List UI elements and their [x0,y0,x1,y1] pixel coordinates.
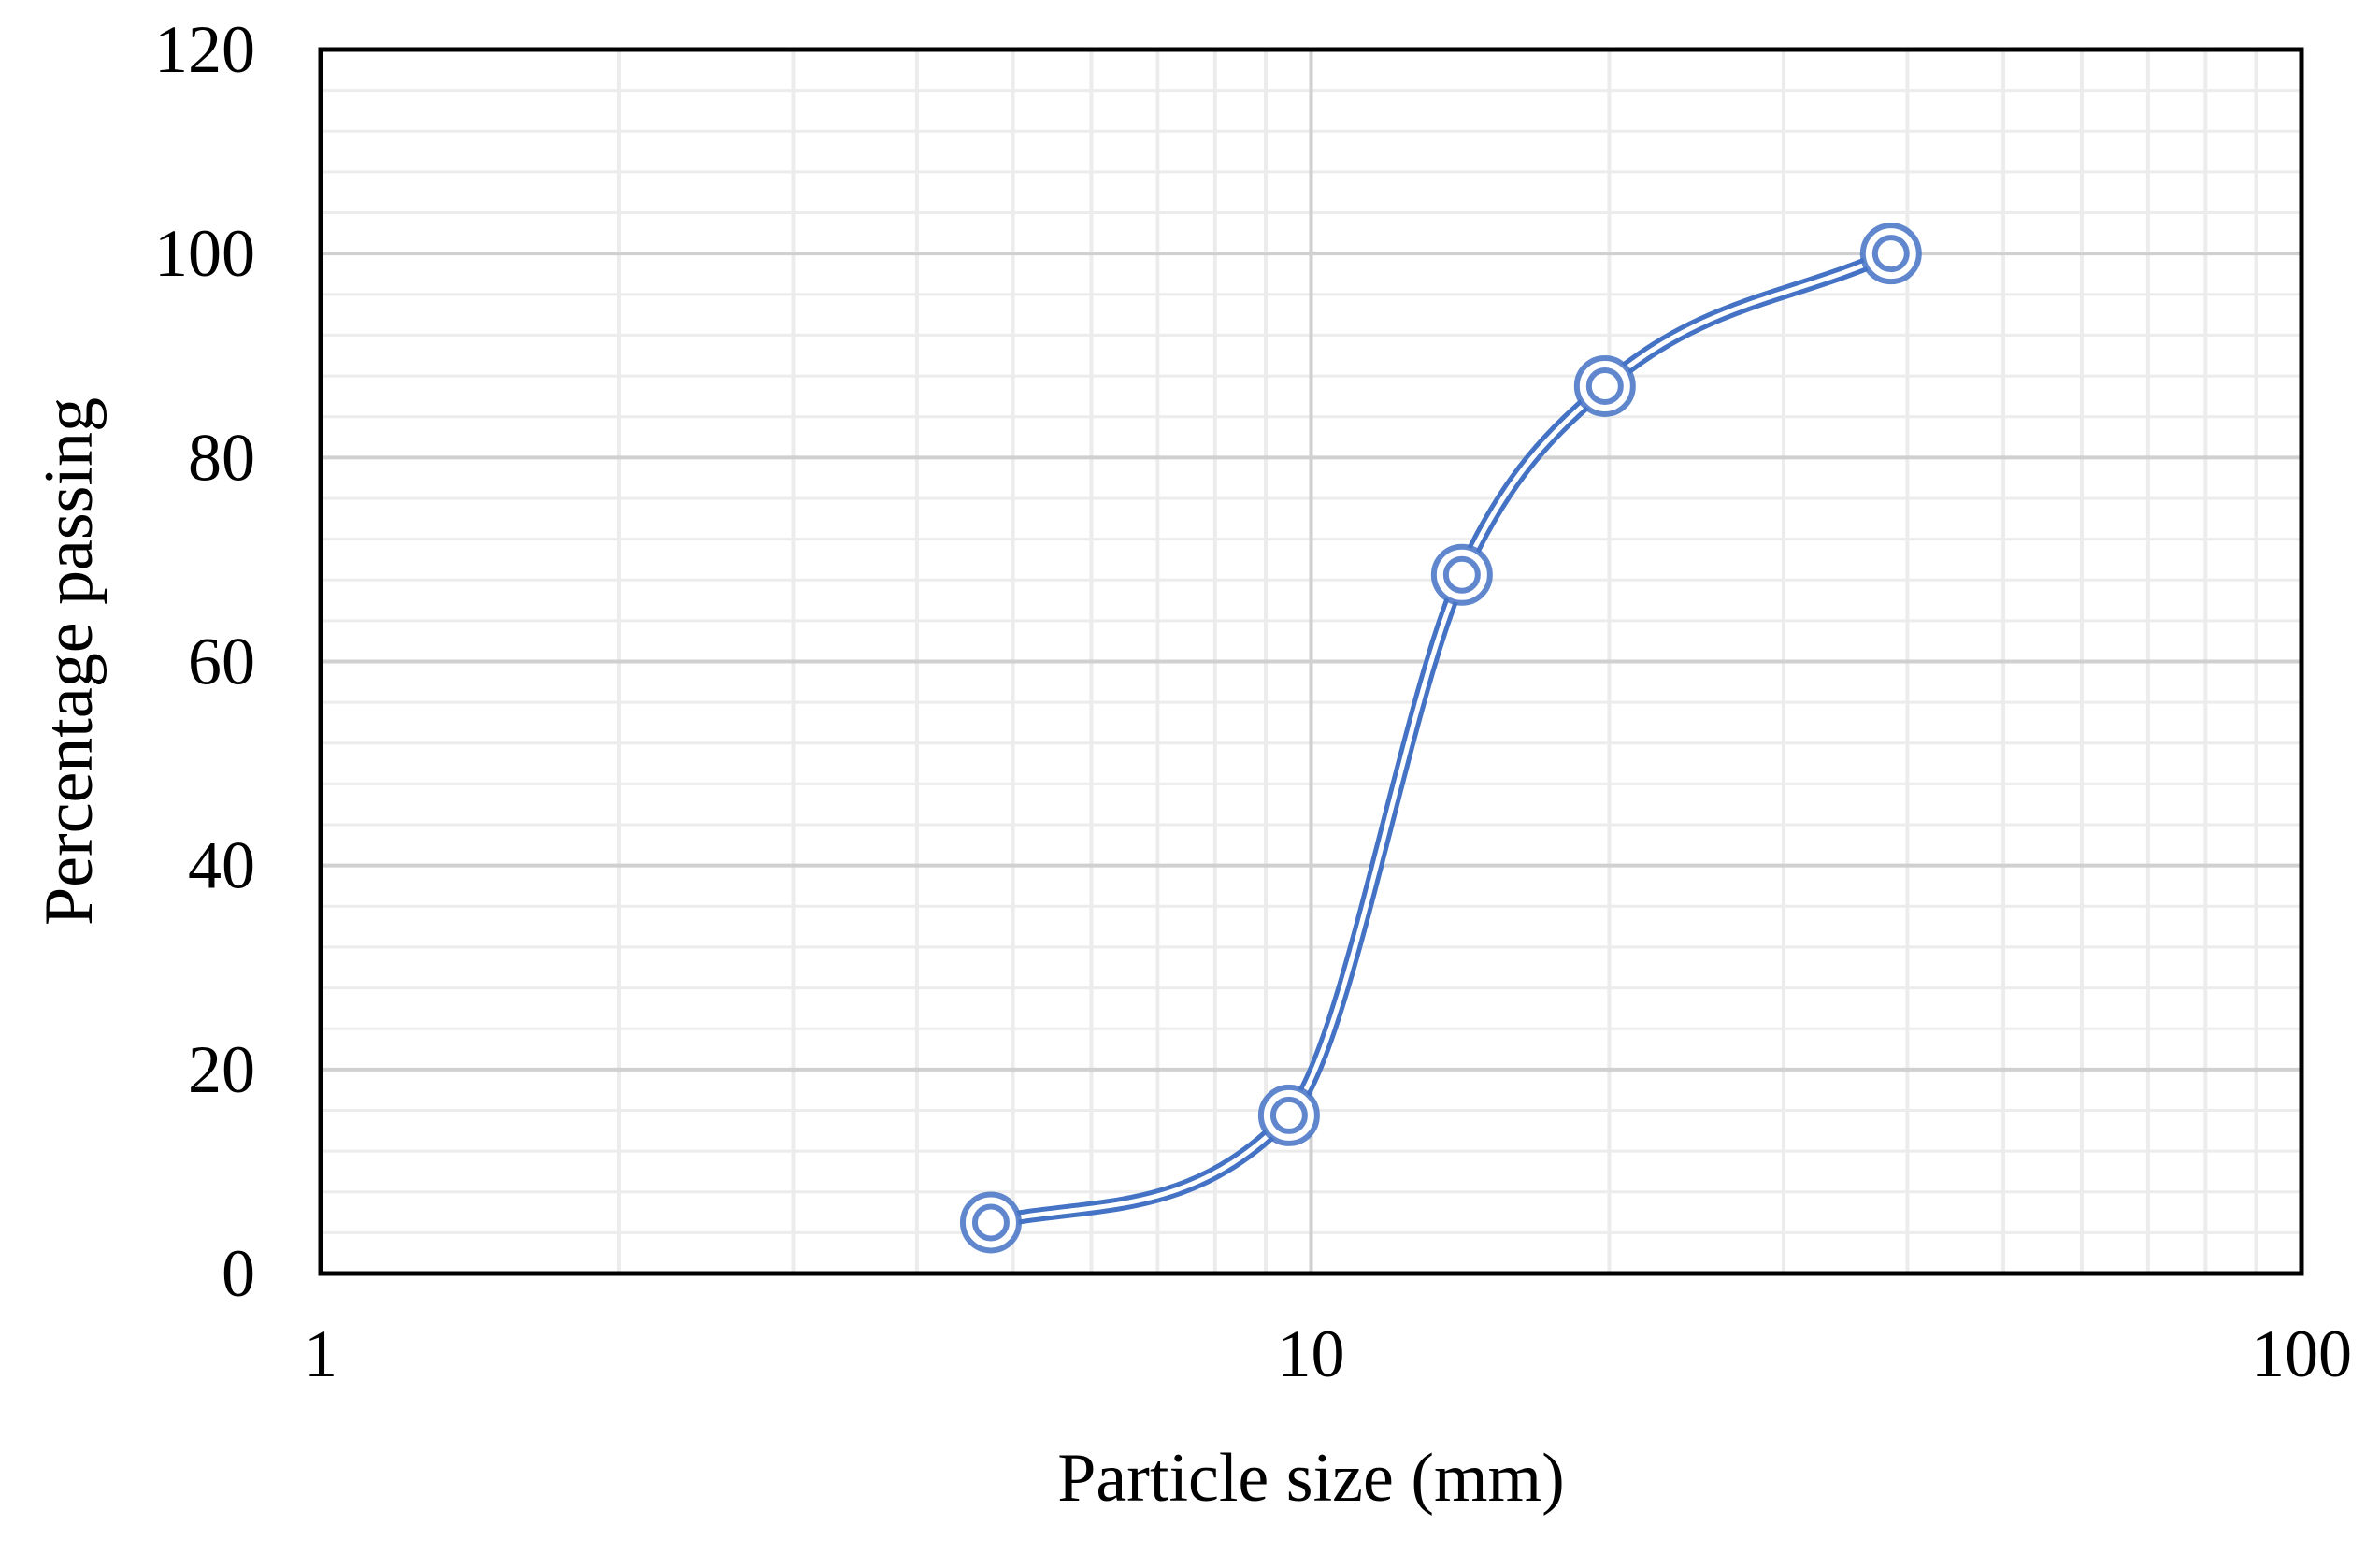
plot-area-frame [318,47,2304,1276]
y-tick-label: 120 [154,12,255,87]
data-point-marker-inner [1871,235,1910,273]
series-layer [959,223,1922,1254]
data-point-marker-inner [1269,1096,1308,1134]
y-tick-label: 0 [222,1236,255,1311]
x-tick-label: 1 [304,1317,337,1391]
data-point-marker-inner [1585,367,1624,405]
data-point-marker-inner [1442,555,1481,594]
data-point-marker-inner [971,1203,1010,1242]
y-axis-title: Percentage passing [31,397,108,926]
x-tick-label: 10 [1278,1317,1345,1391]
x-tick-label: 100 [2251,1317,2352,1391]
series-line-inner [988,251,1894,1225]
y-tick-label: 60 [188,625,255,699]
y-tick-label: 100 [154,216,255,291]
series-line-outer [983,246,1899,1230]
y-tick-label: 20 [188,1032,255,1107]
y-tick-label: 40 [188,828,255,903]
x-axis-tick-labels: 1 10 100 [304,1317,2352,1391]
x-axis-title: Particle size (mm) [1057,1440,1564,1517]
y-axis-tick-labels: 0 20 40 60 80 100 120 [154,12,255,1311]
y-tick-label: 80 [188,420,255,495]
